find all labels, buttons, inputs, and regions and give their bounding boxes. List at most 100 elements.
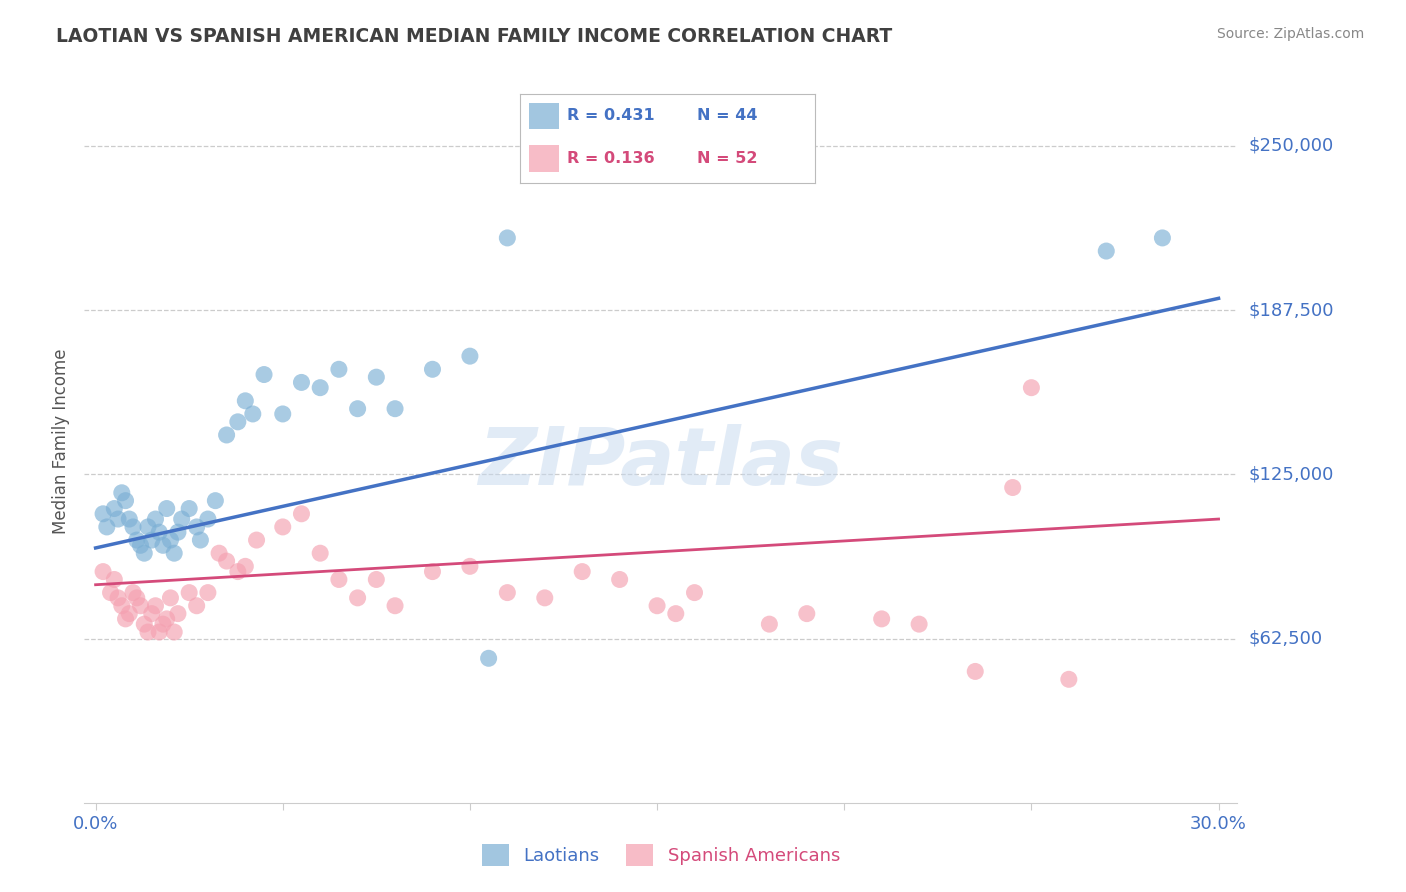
Point — [665, 607, 688, 621]
Point — [159, 591, 181, 605]
Point — [908, 617, 931, 632]
Point — [384, 401, 406, 416]
Point — [328, 573, 350, 587]
Point — [156, 612, 179, 626]
Point — [478, 651, 501, 665]
Point — [156, 501, 179, 516]
Point — [496, 585, 519, 599]
Point — [1001, 481, 1024, 495]
Text: $125,000: $125,000 — [1249, 466, 1334, 483]
Point — [186, 599, 208, 613]
Point — [100, 585, 122, 599]
Point — [148, 625, 170, 640]
Point — [129, 599, 152, 613]
Point — [215, 554, 238, 568]
Point — [91, 507, 114, 521]
Point — [170, 512, 193, 526]
Point — [458, 559, 481, 574]
Point — [366, 573, 388, 587]
Point — [1095, 244, 1118, 258]
Point — [152, 538, 174, 552]
Point — [533, 591, 555, 605]
Point — [366, 370, 388, 384]
Point — [458, 349, 481, 363]
Text: $62,500: $62,500 — [1249, 630, 1323, 648]
Point — [290, 507, 312, 521]
Point — [215, 428, 238, 442]
Point — [190, 533, 212, 547]
Text: Source: ZipAtlas.com: Source: ZipAtlas.com — [1216, 27, 1364, 41]
Point — [226, 415, 249, 429]
Y-axis label: Median Family Income: Median Family Income — [52, 349, 70, 534]
Point — [226, 565, 249, 579]
Legend: Laotians, Spanish Americans: Laotians, Spanish Americans — [474, 837, 848, 873]
Point — [496, 231, 519, 245]
Text: N = 44: N = 44 — [697, 109, 758, 123]
Bar — [529, 145, 558, 172]
Point — [103, 501, 125, 516]
Point — [103, 573, 125, 587]
Point — [609, 573, 631, 587]
Point — [167, 525, 190, 540]
Point — [125, 533, 148, 547]
Point — [1021, 381, 1043, 395]
Point — [758, 617, 780, 632]
Point — [179, 585, 201, 599]
Point — [96, 520, 118, 534]
Point — [134, 546, 156, 560]
Point — [309, 381, 332, 395]
Point — [129, 538, 152, 552]
Bar — [529, 103, 558, 129]
Point — [136, 625, 159, 640]
Text: $187,500: $187,500 — [1249, 301, 1334, 319]
Point — [145, 512, 167, 526]
Point — [167, 607, 190, 621]
Point — [796, 607, 818, 621]
Point — [571, 565, 593, 579]
Point — [141, 533, 163, 547]
Point — [309, 546, 332, 560]
Point — [242, 407, 264, 421]
Point — [111, 485, 134, 500]
Point — [186, 520, 208, 534]
Point — [253, 368, 276, 382]
Point — [245, 533, 267, 547]
Point — [114, 493, 136, 508]
Point — [346, 591, 368, 605]
Point — [107, 512, 129, 526]
Text: N = 52: N = 52 — [697, 152, 758, 166]
Point — [204, 493, 226, 508]
Point — [1152, 231, 1174, 245]
Text: R = 0.431: R = 0.431 — [568, 109, 655, 123]
Point — [122, 520, 145, 534]
Point — [145, 599, 167, 613]
Point — [208, 546, 231, 560]
Point — [328, 362, 350, 376]
Point — [107, 591, 129, 605]
Point — [111, 599, 134, 613]
Point — [422, 565, 444, 579]
Point — [870, 612, 893, 626]
Point — [197, 585, 219, 599]
Point — [134, 617, 156, 632]
Text: ZIPatlas: ZIPatlas — [478, 425, 844, 502]
Point — [136, 520, 159, 534]
Point — [163, 546, 186, 560]
Point — [179, 501, 201, 516]
Point — [683, 585, 706, 599]
Point — [118, 512, 141, 526]
Point — [233, 559, 256, 574]
Point — [1057, 673, 1080, 687]
Point — [645, 599, 668, 613]
Point — [233, 393, 256, 408]
Point — [271, 520, 294, 534]
Point — [422, 362, 444, 376]
Point — [346, 401, 368, 416]
Point — [965, 665, 987, 679]
Point — [122, 585, 145, 599]
Point — [271, 407, 294, 421]
Point — [114, 612, 136, 626]
Point — [163, 625, 186, 640]
Text: $250,000: $250,000 — [1249, 137, 1334, 155]
Point — [384, 599, 406, 613]
